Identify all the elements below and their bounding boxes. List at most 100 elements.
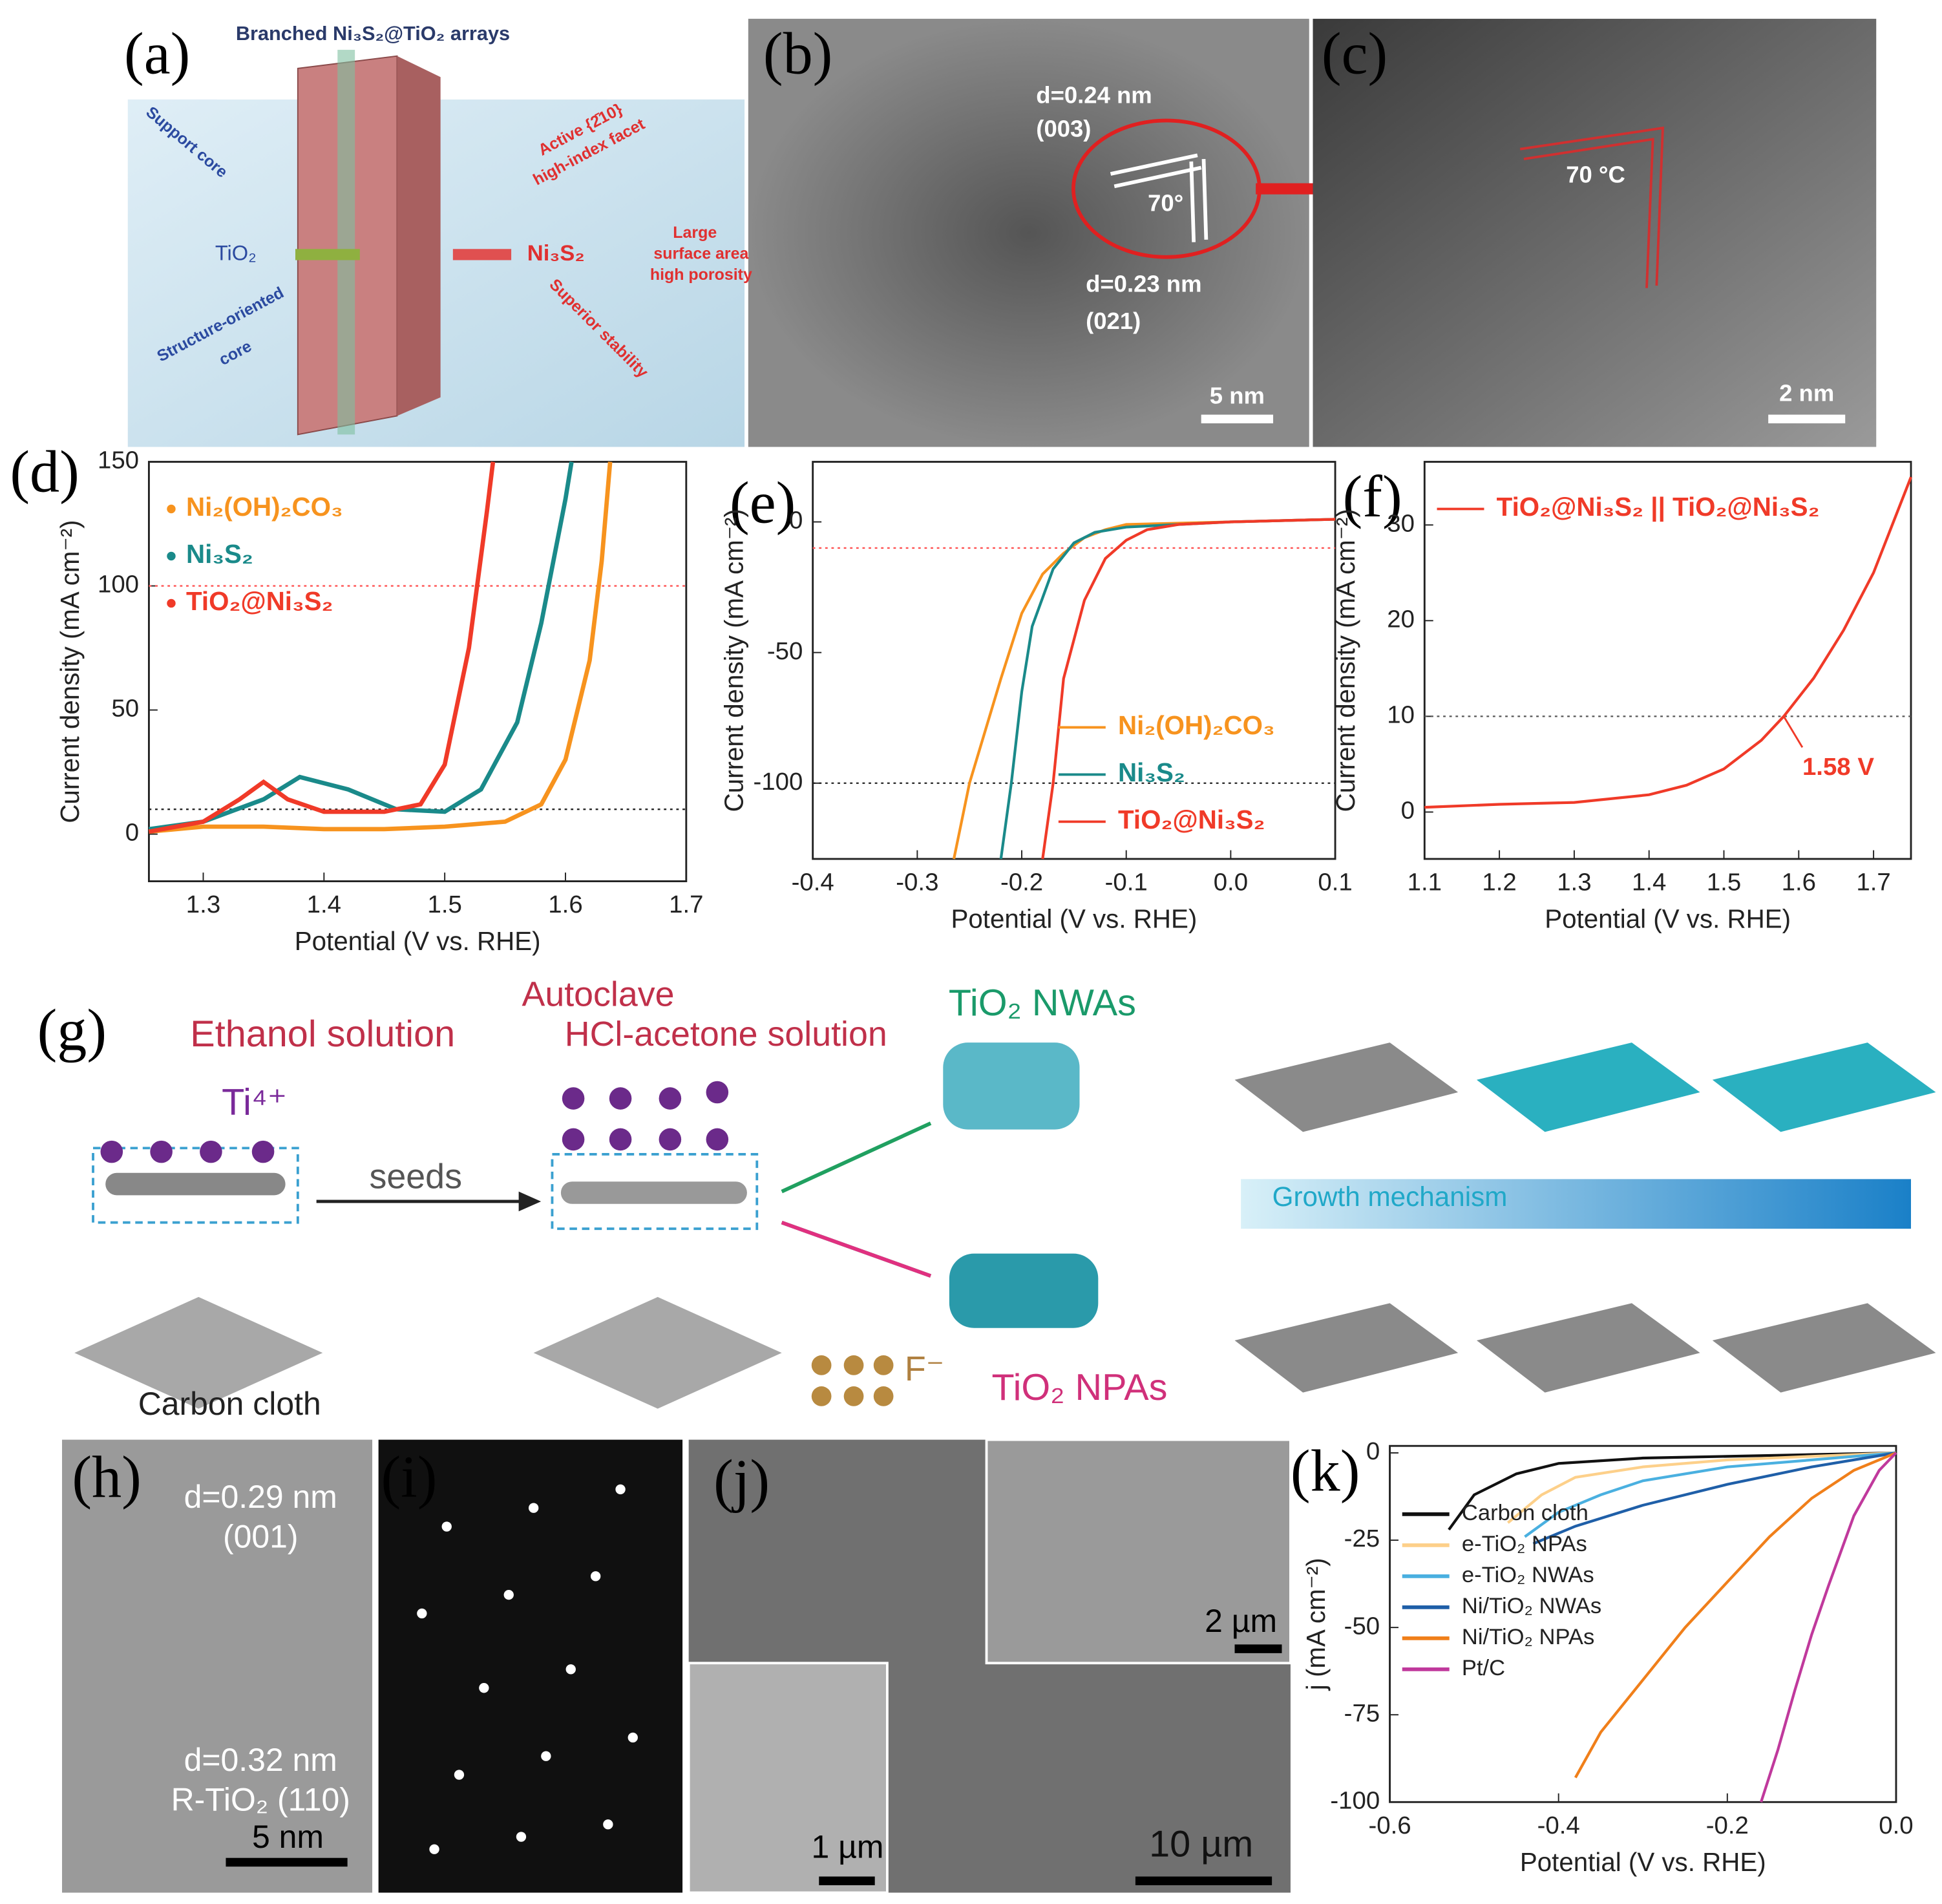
annotation: 2 nm [1779,380,1834,407]
annotation: Autoclave [522,975,674,1013]
legend-marker [167,504,176,514]
x-tick-label: 1.1 [1408,869,1442,896]
legend-label: Ni₃S₂ [1118,757,1185,787]
carbon-cloth [74,1296,323,1409]
annotation: TiO₂ [215,241,257,265]
x-tick-label: 1.4 [1632,869,1666,896]
x-tick-label: -0.4 [1537,1812,1580,1839]
x-axis-label: Potential (V vs. RHE) [1520,1847,1766,1877]
legend-label: TiO₂@Ni₃S₂ || TiO₂@Ni₃S₂ [1497,492,1820,522]
nwa-fiber [943,1042,1080,1130]
sem-inset [985,1438,1292,1665]
legend-label: Pt/C [1462,1656,1505,1680]
panel-label: (k) [1291,1437,1360,1503]
y-tick-label: 10 [1387,701,1415,729]
annotation: 5 nm [252,1819,324,1855]
annotation: Carbon cloth [138,1386,321,1422]
x-tick-label: -0.3 [896,869,938,896]
y-tick-label: 50 [111,695,139,723]
fiber [105,1172,286,1196]
panel-label: (a) [124,21,190,87]
annotation: d=0.29 nm [184,1479,337,1515]
y-tick-label: 0 [1366,1437,1380,1465]
x-tick-label: 1.3 [1557,869,1591,896]
annotation: (001) [223,1518,299,1554]
y-axis-label: Current density (mA cm⁻²) [55,520,85,823]
y-tick-label: -50 [1344,1612,1380,1640]
annotation: Growth mechanism [1272,1181,1508,1212]
y-tick-label: 20 [1387,605,1415,633]
legend-label: Ni/TiO₂ NWAs [1462,1594,1601,1618]
y-axis-label: Current density (mA cm⁻²) [1331,509,1360,812]
scale-bar [819,1876,875,1885]
arrow [781,1220,932,1278]
series-line [148,461,496,834]
arrow [781,1121,932,1278]
annotation: Ti⁴⁺ [222,1081,287,1123]
legend-label: e-TiO₂ NWAs [1462,1563,1594,1587]
y-tick-label: 0 [789,507,803,534]
angle-lines [1519,126,1664,288]
legend-marker [167,598,176,608]
y-tick-label: 0 [125,819,139,847]
panel-label: (e) [730,470,796,536]
ti-ions [100,1081,729,1163]
annotation: d=0.24 nm [1036,82,1152,109]
x-tick-label: 0.1 [1318,869,1352,896]
x-tick-label: 1.6 [548,891,582,918]
series-line [952,518,1336,860]
tio2-core [337,50,355,435]
annotation: high porosity [650,266,752,284]
series-line [1424,476,1912,809]
annotation-label: 1.58 V [1802,753,1874,781]
array-side [397,56,441,416]
lattice-lines [1110,153,1208,242]
scale-bar [1201,414,1274,424]
annotation: (003) [1036,116,1091,142]
annotation: surface area [653,244,749,262]
tem-image-b [748,19,1309,447]
x-tick-label: 0.0 [1214,869,1248,896]
x-tick-label: -0.4 [792,869,834,896]
annotation: 70 °C [1566,162,1625,188]
y-tick-label: 100 [98,571,139,598]
arrow-head [518,1191,542,1212]
panel-label: (f) [1343,463,1402,529]
x-tick-label: -0.2 [1706,1812,1749,1839]
legend-label: Ni₂(OH)₂CO₃ [1118,710,1275,740]
x-axis-label: Potential (V vs. RHE) [951,904,1197,934]
annotation: 10 µm [1149,1824,1253,1865]
y-tick-label: -75 [1344,1699,1380,1727]
legend-label: TiO₂@Ni₃S₂ [186,586,333,616]
annotation: R-TiO₂ (110) [171,1781,350,1817]
legend-label: Ni₂(OH)₂CO₃ [186,492,343,522]
annotation: HCl-acetone solution [565,1015,887,1053]
annotation: (021) [1086,308,1141,334]
panel-label: (b) [763,21,832,87]
plot-frame [812,461,1336,860]
y-tick-label: -25 [1344,1525,1380,1552]
scale-bar [226,1857,348,1867]
legend-label: Ni₃S₂ [186,539,253,569]
scale-bar [1135,1876,1272,1885]
panel-label: (h) [72,1444,141,1510]
panel-label: (i) [381,1444,437,1510]
series-line [1524,1451,1897,1538]
x-tick-label: 1.4 [307,891,341,918]
x-tick-label: 1.5 [427,891,461,918]
annotation: Large [673,224,717,242]
x-tick-label: 1.2 [1482,869,1516,896]
substrates [1234,1042,1936,1393]
annotation: F⁻ [905,1349,944,1388]
tem-image-h [62,1439,373,1893]
scale-bar [1234,1644,1282,1653]
annotation: TiO₂ NPAs [992,1367,1168,1408]
legend-marker [167,551,176,561]
annotation: Ethanol solution [190,1013,455,1055]
x-tick-label: -0.1 [1105,869,1148,896]
growth-arrow [1241,1179,1911,1229]
fiber [560,1181,747,1204]
y-tick-label: -50 [767,637,803,665]
annotation: seeds [370,1158,462,1196]
